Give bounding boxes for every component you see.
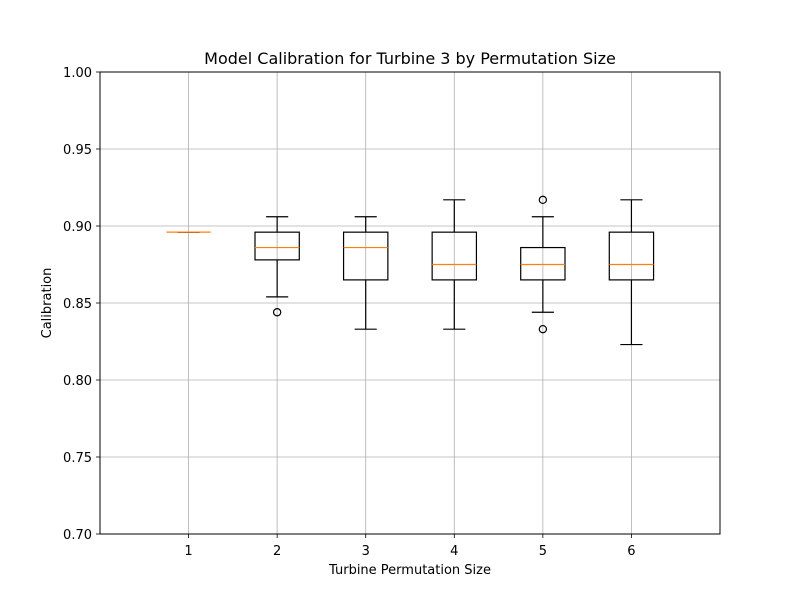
outlier-point	[538, 324, 548, 334]
y-axis: 0.70 0.75 0.80 0.85 0.90 0.95 1.00	[63, 66, 100, 543]
x-tick-label: 5	[539, 544, 547, 559]
iqr-box	[520, 246, 566, 281]
x-tick-label: 3	[362, 544, 370, 559]
iqr-box	[342, 231, 389, 281]
box-3	[342, 216, 389, 330]
iqr-box	[254, 231, 300, 261]
box-series	[166, 195, 655, 346]
x-axis-label: Turbine Permutation Size	[328, 563, 491, 578]
plot-frame	[99, 71, 721, 535]
y-tick-label: 0.70	[63, 528, 92, 543]
x-tick-label: 1	[184, 544, 192, 559]
y-tick-label: 0.90	[63, 220, 92, 235]
y-tick-label: 1.00	[63, 66, 92, 81]
x-tick-label: 4	[450, 544, 458, 559]
box-5	[520, 195, 566, 334]
box-6	[608, 199, 655, 346]
y-tick-label: 0.80	[63, 374, 92, 389]
grid-lines	[100, 71, 720, 535]
outlier-point	[538, 195, 548, 205]
x-axis: 1 2 3 4 5 6	[184, 534, 636, 559]
y-tick-label: 0.95	[63, 143, 92, 158]
chart-title: Model Calibration for Turbine 3 by Permu…	[204, 49, 616, 68]
y-tick-label: 0.75	[63, 451, 92, 466]
iqr-box	[431, 231, 478, 281]
box-4	[431, 199, 478, 330]
outlier-point	[272, 308, 282, 317]
y-axis-label: Calibration	[40, 268, 55, 339]
x-tick-label: 2	[273, 544, 281, 559]
iqr-box	[608, 231, 655, 281]
y-tick-label: 0.85	[63, 297, 92, 312]
box-2	[254, 216, 300, 317]
x-tick-label: 6	[627, 544, 635, 559]
